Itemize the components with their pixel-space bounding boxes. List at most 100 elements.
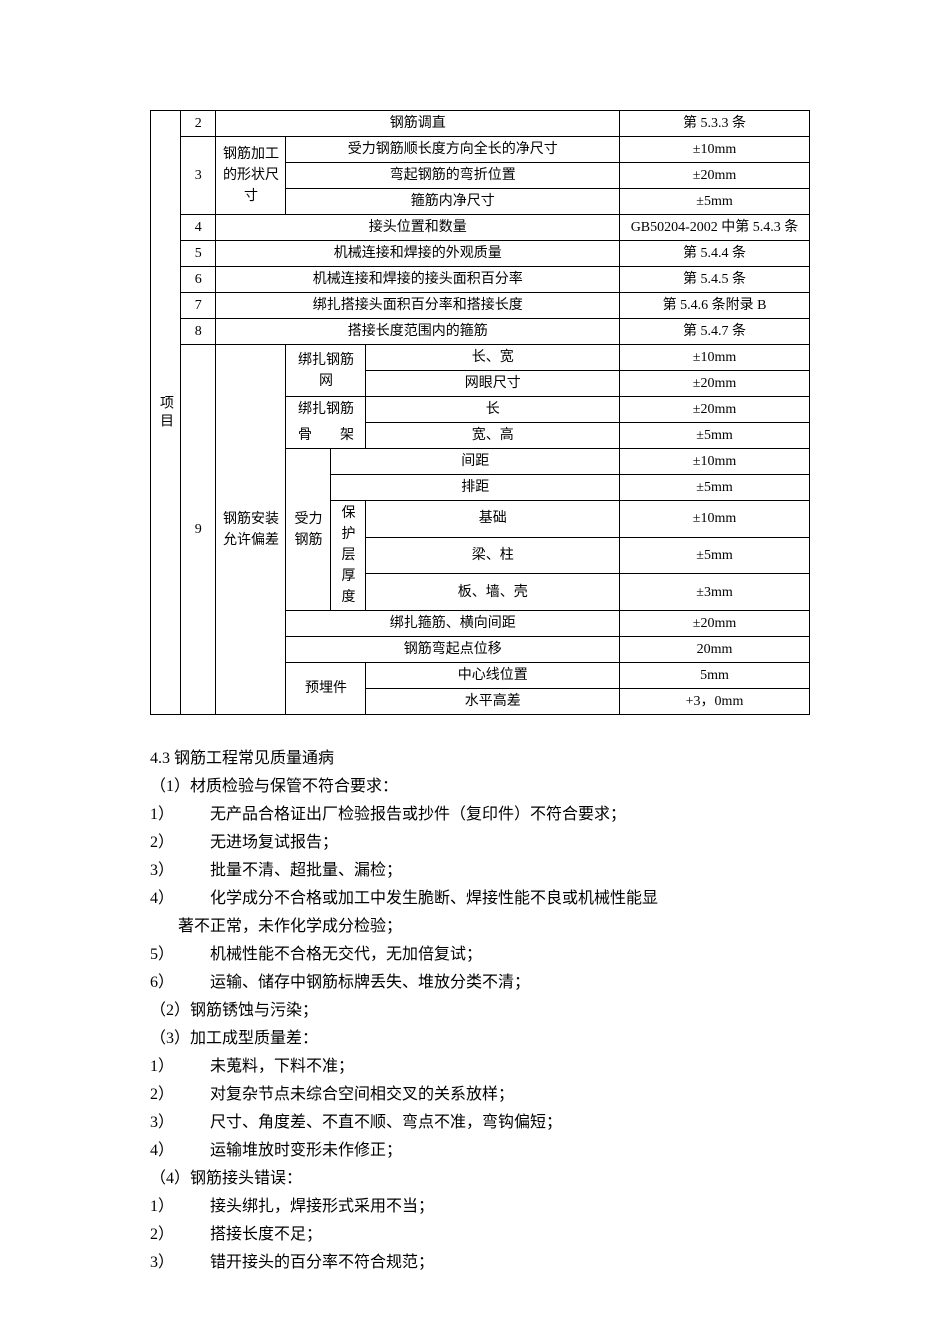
cell-item: 水平高差	[366, 689, 620, 715]
list-num: 5）	[150, 941, 210, 969]
cell-item: 接头位置和数量	[216, 215, 620, 241]
list-num: 3）	[150, 1109, 210, 1137]
cell-num: 4	[181, 215, 216, 241]
cell-spec: 5mm	[620, 663, 810, 689]
cell-item: 箍筋内净尺寸	[286, 189, 620, 215]
list-item: 1）未蒐料，下料不准；	[150, 1053, 810, 1081]
cell-spec: ±5mm	[620, 423, 810, 449]
cell-spec: 第 5.4.4 条	[620, 241, 810, 267]
cell-spec: ±20mm	[620, 397, 810, 423]
cell-subgroup: 骨 架	[286, 423, 366, 449]
list-num: 2）	[150, 1081, 210, 1109]
list-item: 4）化学成分不合格或加工中发生脆断、焊接性能不良或机械性能显著不正常，未作化学成…	[150, 885, 810, 941]
section-label: （2）钢筋锈蚀与污染；	[150, 997, 810, 1025]
cell-item: 宽、高	[366, 423, 620, 449]
cell-item: 机械连接和焊接的接头面积百分率	[216, 267, 620, 293]
cell-spec: ±10mm	[620, 137, 810, 163]
list-content: 无进场复试报告；	[210, 829, 810, 857]
cell-spec: ±10mm	[620, 449, 810, 475]
cell-spec: ±20mm	[620, 611, 810, 637]
list-content: 搭接长度不足；	[210, 1221, 810, 1249]
list-item: 1）接头绑扎，焊接形式采用不当；	[150, 1193, 810, 1221]
cell-spec: ±10mm	[620, 501, 810, 538]
list-item: 2）对复杂节点未综合空间相交叉的关系放样；	[150, 1081, 810, 1109]
list-num: 3）	[150, 857, 210, 885]
cell-spec: 第 5.4.7 条	[620, 319, 810, 345]
list-num: 1）	[150, 1193, 210, 1221]
cell-subgroup: 绑扎钢筋	[286, 397, 366, 423]
list-item: 3）尺寸、角度差、不直不顺、弯点不准，弯钩偏短；	[150, 1109, 810, 1137]
cell-item: 钢筋调直	[216, 111, 620, 137]
cell-spec: ±5mm	[620, 537, 810, 574]
list-num: 4）	[150, 1137, 210, 1165]
cell-item: 基础	[366, 501, 620, 538]
list-num: 2）	[150, 829, 210, 857]
cell-group: 钢筋加工的形状尺寸	[216, 137, 286, 215]
section-label: （3）加工成型质量差：	[150, 1025, 810, 1053]
body-text: 4.3 钢筋工程常见质量通病 （1）材质检验与保管不符合要求： 1）无产品合格证…	[150, 745, 810, 1277]
heading: 4.3 钢筋工程常见质量通病	[150, 745, 810, 773]
cell-item: 网眼尺寸	[366, 371, 620, 397]
cell-spec: ±5mm	[620, 475, 810, 501]
cell-spec: 第 5.4.6 条附录 B	[620, 293, 810, 319]
cell-item: 排距	[331, 475, 620, 501]
spec-table: 项目 2 钢筋调直 第 5.3.3 条 3 钢筋加工的形状尺寸 受力钢筋顺长度方…	[150, 110, 810, 715]
cell-item: 绑扎搭接头面积百分率和搭接长度	[216, 293, 620, 319]
cell-item: 长、宽	[366, 345, 620, 371]
cell-item: 间距	[331, 449, 620, 475]
list-item: 1）无产品合格证出厂检验报告或抄件（复印件）不符合要求；	[150, 801, 810, 829]
cell-spec: ±20mm	[620, 371, 810, 397]
cell-num: 5	[181, 241, 216, 267]
cell-item: 钢筋弯起点位移	[286, 637, 620, 663]
cell-num: 2	[181, 111, 216, 137]
list-text: 化学成分不合格或加工中发生脆断、焊接性能不良或机械性能显	[210, 890, 658, 907]
cell-group: 钢筋安装允许偏差	[216, 345, 286, 715]
list-num: 6）	[150, 969, 210, 997]
cell-spec: GB50204-2002 中第 5.4.3 条	[620, 215, 810, 241]
list-content: 对复杂节点未综合空间相交叉的关系放样；	[210, 1081, 810, 1109]
list-content: 批量不清、超批量、漏检；	[210, 857, 810, 885]
list-item: 2）搭接长度不足；	[150, 1221, 810, 1249]
cell-num: 9	[181, 345, 216, 715]
list-item: 4）运输堆放时变形未作修正；	[150, 1137, 810, 1165]
cell-item: 搭接长度范围内的箍筋	[216, 319, 620, 345]
list-content: 尺寸、角度差、不直不顺、弯点不准，弯钩偏短；	[210, 1109, 810, 1137]
list-text-cont: 著不正常，未作化学成分检验；	[150, 913, 402, 941]
list-content: 化学成分不合格或加工中发生脆断、焊接性能不良或机械性能显著不正常，未作化学成分检…	[210, 885, 810, 941]
cell-item: 梁、柱	[366, 537, 620, 574]
cell-spec: ±5mm	[620, 189, 810, 215]
section-label: （1）材质检验与保管不符合要求：	[150, 773, 810, 801]
list-content: 接头绑扎，焊接形式采用不当；	[210, 1193, 810, 1221]
list-content: 无产品合格证出厂检验报告或抄件（复印件）不符合要求；	[210, 801, 810, 829]
cell-spec: ±3mm	[620, 574, 810, 611]
cell-spec: ±10mm	[620, 345, 810, 371]
cell-spec: 20mm	[620, 637, 810, 663]
list-num: 1）	[150, 801, 210, 829]
list-content: 机械性能不合格无交代，无加倍复试；	[210, 941, 810, 969]
list-item: 3）批量不清、超批量、漏检；	[150, 857, 810, 885]
list-num: 3）	[150, 1249, 210, 1277]
cell-item: 板、墙、壳	[366, 574, 620, 611]
cell-item: 长	[366, 397, 620, 423]
cell-num: 7	[181, 293, 216, 319]
cell-subgroup: 保护层厚度	[331, 501, 366, 611]
list-item: 6）运输、储存中钢筋标牌丢失、堆放分类不清；	[150, 969, 810, 997]
cell-item: 机械连接和焊接的外观质量	[216, 241, 620, 267]
cell-spec: 第 5.4.5 条	[620, 267, 810, 293]
cell-num: 8	[181, 319, 216, 345]
list-item: 5）机械性能不合格无交代，无加倍复试；	[150, 941, 810, 969]
section-label: （4）钢筋接头错误：	[150, 1165, 810, 1193]
cell-subgroup: 预埋件	[286, 663, 366, 715]
cell-num: 6	[181, 267, 216, 293]
cell-item: 弯起钢筋的弯折位置	[286, 163, 620, 189]
cell-subgroup: 受力钢筋	[286, 449, 331, 611]
list-num: 1）	[150, 1053, 210, 1081]
cell-num: 3	[181, 137, 216, 215]
cell-spec: ±20mm	[620, 163, 810, 189]
cell-item: 受力钢筋顺长度方向全长的净尺寸	[286, 137, 620, 163]
row-header: 项目	[151, 111, 181, 715]
list-content: 运输堆放时变形未作修正；	[210, 1137, 810, 1165]
list-item: 3）错开接头的百分率不符合规范；	[150, 1249, 810, 1277]
list-content: 未蒐料，下料不准；	[210, 1053, 810, 1081]
cell-subgroup: 绑扎钢筋网	[286, 345, 366, 397]
